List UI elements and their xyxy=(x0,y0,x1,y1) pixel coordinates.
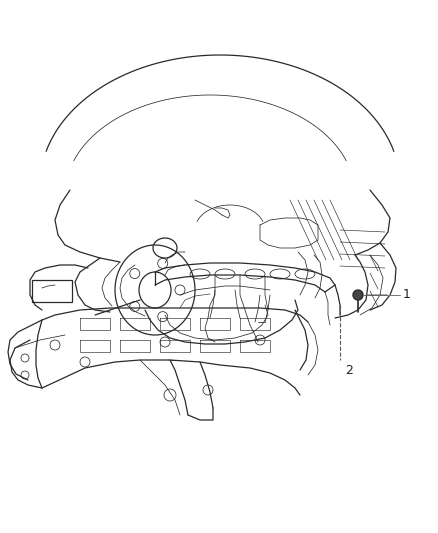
Bar xyxy=(32,280,72,302)
Text: 2: 2 xyxy=(345,364,353,376)
Circle shape xyxy=(353,290,363,300)
Text: 1: 1 xyxy=(403,288,411,302)
